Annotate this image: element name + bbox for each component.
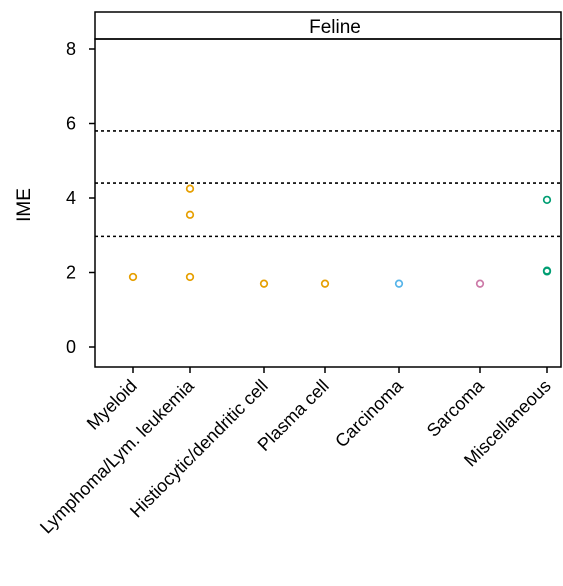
data-point — [394, 279, 404, 288]
panel-strip-label: Feline — [309, 17, 361, 38]
x-tick-label: Carcinoma — [331, 375, 407, 451]
data-point — [542, 195, 552, 205]
x-tick-label: Histiocytic/dendritic cell — [126, 376, 272, 522]
reference-lines — [95, 130, 561, 238]
data-points — [128, 184, 552, 288]
plot-panel — [94, 38, 562, 368]
data-point — [185, 210, 195, 219]
data-point — [320, 279, 330, 288]
y-tick-label: 8 — [66, 39, 76, 59]
data-point — [128, 272, 138, 282]
x-tick-label: Sarcoma — [423, 375, 489, 441]
panel-strip — [94, 11, 562, 40]
y-tick-label: 4 — [66, 188, 76, 208]
y-tick-label: 2 — [66, 263, 76, 283]
x-tick-label: Myeloid — [83, 376, 141, 434]
data-point — [185, 272, 195, 282]
y-axis-title: IME — [14, 188, 35, 222]
data-point — [542, 267, 552, 276]
y-axis: 0 2 4 6 8 — [66, 39, 95, 357]
y-tick-label: 0 — [66, 337, 76, 357]
data-point — [259, 279, 269, 288]
data-point — [475, 279, 485, 288]
data-point — [185, 184, 195, 193]
y-tick-label: 6 — [66, 114, 76, 134]
